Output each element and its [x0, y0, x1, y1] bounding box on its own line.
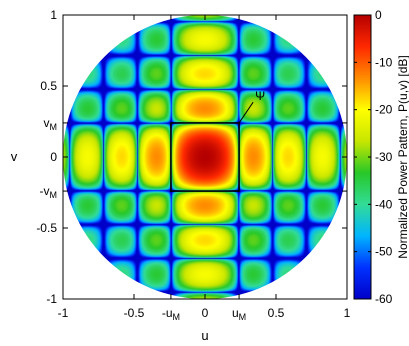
- x-axis-label: u: [201, 328, 208, 343]
- colorbar-tick-label: -20: [375, 103, 393, 117]
- heatmap-area: [63, 15, 347, 299]
- y-tick-labels: 1 0.5 vM 0 -vM -0.5 -1: [36, 8, 57, 306]
- y-tick-label: -1: [46, 292, 57, 306]
- main-lobe-box: [170, 122, 240, 192]
- psi-pointer-line: [238, 101, 254, 124]
- colorbar-ticks: 0 -10 -20 -30 -40 -50 -60: [354, 8, 393, 306]
- colorbar-tick-label: -40: [375, 197, 393, 211]
- colorbar-label: Normalized Power Pattern, P(u,v) [dB]: [396, 55, 409, 258]
- x-tick-label: -uM: [162, 306, 180, 322]
- colorbar-tick-label: -30: [375, 150, 393, 164]
- x-tick-labels: -1 -0.5 -uM 0 uM 0.5 1: [58, 306, 351, 322]
- x-tick-label: -0.5: [124, 306, 145, 320]
- colorbar-tick-label: -50: [375, 245, 393, 259]
- y-tick-label: 0: [50, 150, 57, 164]
- y-tick-marks: [63, 14, 347, 300]
- x-tick-label: uM: [232, 306, 246, 322]
- y-tick-label: -vM: [40, 184, 58, 200]
- colorbar-tick-label: 0: [375, 8, 382, 22]
- colorbar-tick-label: -60: [375, 292, 393, 306]
- y-tick-label: vM: [44, 116, 58, 132]
- x-tick-label: -1: [58, 306, 69, 320]
- x-tick-label: 1: [344, 306, 351, 320]
- x-tick-label: 0.5: [268, 306, 285, 320]
- y-tick-label: 0.5: [40, 79, 57, 93]
- x-tick-marks: [62, 15, 348, 299]
- colorbar-tick-label: -10: [375, 55, 393, 69]
- x-tick-label: 0: [202, 306, 209, 320]
- psi-annotation: Ψ: [255, 89, 265, 103]
- y-tick-label: -0.5: [36, 221, 57, 235]
- y-axis-label: v: [11, 149, 18, 164]
- y-tick-label: 1: [50, 8, 57, 22]
